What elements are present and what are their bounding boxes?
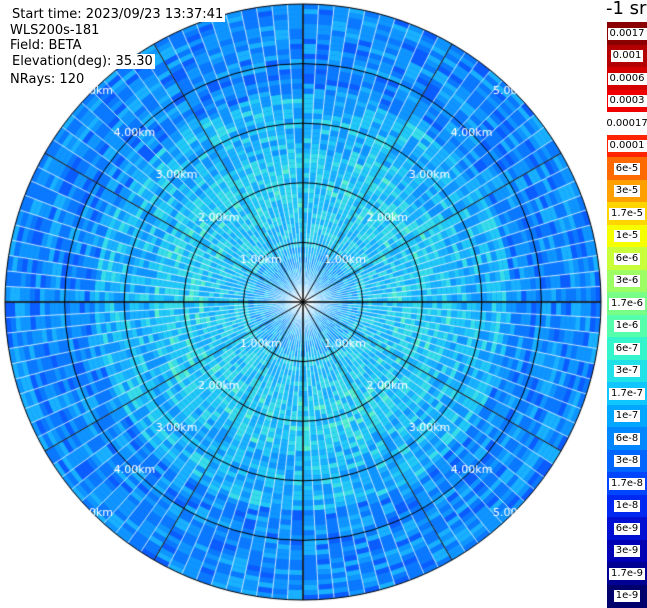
colorbar-cell: 3e-8 — [607, 449, 647, 473]
colorbar-tick-label: 3e-8 — [613, 455, 641, 467]
colorbar-tick-label: 6e-9 — [613, 522, 641, 535]
colorbar-tick-label: 6e-8 — [613, 432, 641, 445]
colorbar-cell: 6e-5 — [607, 157, 647, 180]
colorbar-cell: 0.0001 — [607, 134, 647, 158]
colorbar-tick-label: 0.0006 — [607, 72, 647, 85]
colorbar-tick-label: 1e-6 — [613, 320, 641, 332]
colorbar-cell: 1.7e-9 — [607, 562, 647, 585]
colorbar-cell: 3e-6 — [607, 269, 647, 293]
colorbar-tick-label: 1.7e-5 — [608, 207, 646, 220]
colorbar-cell: 0.00017 — [604, 112, 647, 135]
colorbar-tick-label: 1.7e-8 — [608, 477, 646, 490]
colorbar-tick-label: 0.0017 — [607, 27, 647, 40]
colorbar-cell: 1.7e-7 — [607, 382, 647, 405]
colorbar-cell: 1.7e-6 — [607, 292, 647, 315]
colorbar-cell: 6e-6 — [607, 247, 647, 270]
colorbar-tick-label: 1.7e-7 — [608, 387, 646, 400]
colorbar-tick-label: 3e-7 — [613, 365, 641, 377]
colorbar-cell: 3e-5 — [607, 179, 647, 203]
colorbar-cell: 3e-9 — [607, 539, 647, 563]
colorbar-cell: 1e-5 — [607, 224, 647, 248]
start-time-text: Start time: 2023/09/23 13:37:41 — [10, 7, 226, 22]
colorbar-cell: 1e-9 — [607, 584, 647, 608]
colorbar-tick-label: 1.7e-9 — [608, 567, 646, 580]
colorbar-tick-label: 1.7e-6 — [608, 297, 646, 310]
colorbar-cell: 1.7e-5 — [607, 202, 647, 225]
colorbar-tick-label: 1e-9 — [613, 590, 641, 602]
colorbar-tick-label: 1e-7 — [613, 410, 641, 422]
colorbar-tick-label: 3e-9 — [613, 545, 641, 557]
colorbar-cell: 1e-7 — [607, 404, 647, 428]
instrument-text: WLS200s-181 — [10, 23, 100, 38]
elevation-text: Elevation(deg): 35.30 — [10, 54, 155, 69]
colorbar-tick-label: 6e-5 — [613, 162, 641, 175]
colorbar-cell: 0.001 — [607, 44, 647, 68]
colorbar-tick-label: 6e-7 — [613, 342, 641, 355]
colorbar-tick-label: 0.00017 — [604, 117, 647, 130]
colorbar-cell: 1.7e-8 — [607, 472, 647, 495]
colorbar-tick-label: 0.0003 — [607, 95, 647, 107]
colorbar-cell: 1e-8 — [607, 494, 647, 518]
nrays-text: NRays: 120 — [10, 72, 85, 87]
colorbar-cell: 0.0003 — [607, 89, 647, 113]
colorbar-tick-label: 3e-5 — [613, 185, 641, 197]
colorbar-tick-label: 1e-5 — [613, 230, 641, 242]
colorbar-cell: 6e-9 — [607, 517, 647, 540]
colorbar-tick-label: 0.001 — [610, 50, 644, 62]
colorbar-tick-label: 1e-8 — [613, 500, 641, 512]
colorbar-tick-label: 3e-6 — [613, 275, 641, 287]
colorbar-cell: 1e-6 — [607, 314, 647, 338]
colorbar-tick-label: 0.0001 — [607, 140, 647, 152]
colorbar-cell: 0.0006 — [607, 67, 647, 90]
colorbar-cell: 3e-7 — [607, 359, 647, 383]
field-text: Field: BETA — [10, 38, 82, 53]
colorbar-title: -1 sr — [606, 0, 647, 19]
colorbar-cell: 0.0017 — [607, 22, 647, 45]
colorbar-tick-label: 6e-6 — [613, 252, 641, 265]
colorbar-cell: 6e-7 — [607, 337, 647, 360]
colorbar-cell: 6e-8 — [607, 427, 647, 450]
